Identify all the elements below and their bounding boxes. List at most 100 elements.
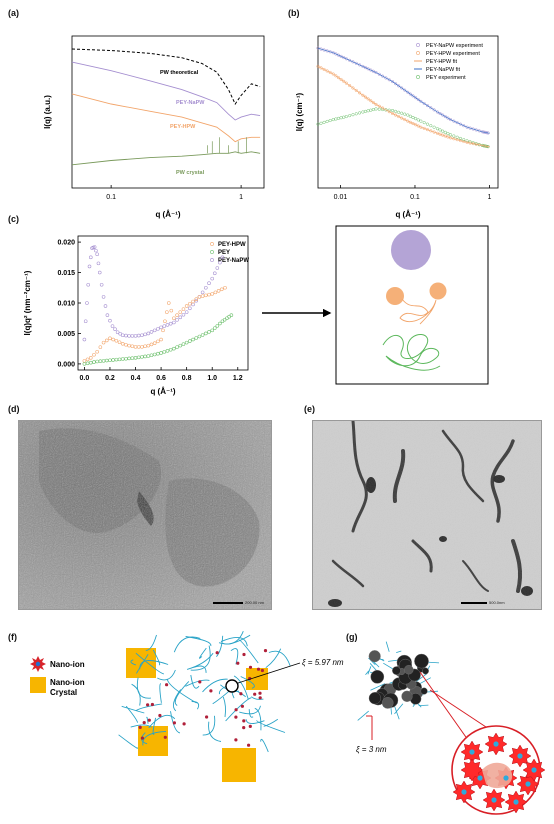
chart-b-point-pey-hpw-experiment: [371, 101, 375, 105]
chart-c-point-pey-hpw: [82, 359, 87, 363]
chart-b-ylabel: I(q) (cm⁻¹): [295, 92, 304, 131]
chart-c-point-pey: [178, 343, 183, 348]
nanoparticle-sphere-icon: [371, 691, 385, 706]
chart-b-point-pey-experiment: [448, 133, 453, 137]
polymer-chain-icon: [382, 683, 391, 688]
chart-a-series-pw-crystal: [71, 151, 261, 166]
chart-c-point-pey-napw: [210, 276, 214, 281]
nanoparticle-sphere-icon: [398, 680, 408, 690]
polymer-chain-icon: [424, 665, 431, 675]
chart-b-legend-item: PEY experiment: [426, 75, 466, 81]
polymer-chain-icon: [172, 689, 182, 712]
chart-c-xtick: 0.4: [131, 375, 141, 382]
chart-c-point-pey-hpw: [101, 340, 106, 345]
chart-b-point-pey-napw-experiment: [435, 110, 439, 114]
chart-b-point-pey-experiment: [468, 140, 472, 144]
chart-c-point-pey-hpw: [149, 342, 154, 347]
nanoparticle-sphere-icon: [383, 692, 399, 708]
chart-c-point-pey-napw: [140, 333, 144, 338]
chart-b-point-pey-napw-experiment: [334, 52, 338, 56]
chart-c-legend-item: PEY-NaPW: [218, 258, 249, 264]
chart-c-point-pey-napw: [95, 252, 99, 257]
nano-ion-core-icon: [469, 749, 475, 755]
chart-b-point-pey-hpw-experiment: [483, 144, 487, 148]
chart-b-plot: I(q) (cm⁻¹) q (Å⁻¹) 0.01 0.1 1 PEY-NaPW …: [295, 35, 499, 219]
chart-c-point-pey-napw: [91, 245, 96, 250]
chart-b-point-pey-napw-experiment: [432, 108, 436, 112]
chart-b-point-pey-hpw-experiment: [408, 120, 412, 124]
polymer-chain-icon: [185, 636, 212, 647]
chart-b-point-pey-napw-experiment: [452, 119, 456, 123]
chart-b-point-pey-experiment: [366, 109, 370, 113]
nano-ion-core-icon: [35, 661, 41, 667]
chart-b-point-pey-hpw-experiment: [369, 99, 373, 103]
nano-ion-dot-icon: [258, 691, 262, 695]
chart-b-legend-item: PEY-NaPW fit: [426, 67, 461, 73]
chart-c-point-pey-hpw: [181, 307, 186, 311]
nano-ion-dot-icon: [263, 649, 268, 653]
polymer-chain-icon: [191, 701, 200, 710]
chart-b-fit-hpw: [317, 66, 490, 148]
nanoparticle-sphere-icon: [383, 683, 397, 696]
chart-b-point-pey-hpw-experiment: [414, 123, 418, 127]
chart-b-point-pey-napw-experiment: [331, 51, 335, 55]
chart-c-xtick: 1.2: [233, 375, 243, 382]
polymer-chain-icon: [383, 702, 398, 708]
legend-marker: [416, 43, 420, 47]
chart-b-point-pey-experiment: [422, 121, 426, 125]
nanoparticle-sphere-icon: [396, 654, 412, 671]
polymer-chain-icon: [220, 684, 240, 692]
polymer-chain-icon: [256, 720, 286, 733]
polymer-chain-icon: [377, 657, 385, 662]
nano-ion-dot-icon: [253, 692, 257, 696]
nanoparticle-sphere-icon: [370, 670, 385, 684]
chart-b-point-pey-hpw-experiment: [363, 95, 368, 99]
chart-b-point-pey-napw-experiment: [394, 82, 398, 86]
chart-b-point-pey-experiment: [351, 113, 355, 117]
chart-c-point-pey-hpw: [98, 345, 103, 349]
chart-c-point-pey-napw: [159, 325, 163, 330]
polymer-chain-icon: [193, 665, 207, 673]
chart-b-point-pey-hpw-experiment: [471, 142, 475, 146]
chart-c-point-pey: [200, 333, 205, 337]
chart-c-ytick: 0.005: [57, 331, 75, 338]
polymer-chain-icon: [386, 679, 398, 688]
polymer-chain-icon: [408, 694, 414, 702]
polymer-chain-icon: [393, 705, 400, 720]
chart-c-legend-item: PEY: [218, 250, 230, 256]
chart-b-point-pey-experiment: [452, 134, 456, 138]
chart-b-point-pey-napw-experiment: [406, 90, 410, 94]
nano-ion-dot-icon: [239, 692, 243, 696]
polymer-chain-icon: [190, 645, 211, 671]
hpw-sphere-icon: [386, 287, 404, 305]
polymer-chain-icon: [216, 635, 224, 657]
chart-c-point-pey: [120, 357, 125, 361]
tem-d-scale-label: 200.00 nm: [245, 600, 264, 605]
chart-b-point-pey-napw-experiment: [316, 46, 320, 50]
chart-c-point-pey-hpw: [184, 304, 189, 308]
chart-b-point-pey-experiment: [419, 119, 423, 123]
chart-c-point-pey-napw: [96, 261, 101, 266]
chart-c-point-pey-hpw: [172, 316, 176, 321]
chart-c-point-pey: [124, 356, 128, 361]
chart-b-point-pey-experiment: [384, 108, 388, 112]
zoom-content: [452, 732, 546, 814]
chart-c-plot: I(q)q² (nm⁻²cm⁻¹) q (Å⁻¹) PEY-HPW PEY PE…: [23, 235, 249, 396]
chart-b-point-pey-napw-experiment: [403, 88, 407, 92]
chart-b-point-pey-experiment: [377, 107, 381, 111]
nanoparticle-sphere-icon: [392, 666, 401, 675]
nano-ion-dot-icon: [242, 652, 246, 657]
polymer-chain-icon: [202, 678, 228, 693]
nanoparticle-sphere-icon: [413, 694, 420, 701]
chart-b-point-pey-napw-experiment: [408, 92, 412, 96]
chart-c-xtick: 0.8: [182, 375, 192, 382]
polymer-chain-icon: [148, 714, 176, 729]
chart-a-series-pw-theoretical: [71, 48, 261, 106]
polymer-chain-icon: [218, 631, 244, 645]
nano-ion-core-icon: [525, 781, 531, 787]
chart-c-point-pey-napw: [82, 337, 87, 342]
napw-sphere-icon: [391, 230, 431, 270]
nano-ion-star-icon: [482, 788, 506, 812]
chart-b-point-pey-hpw-experiment: [331, 72, 335, 76]
chart-c-point-pey-napw: [220, 255, 225, 260]
